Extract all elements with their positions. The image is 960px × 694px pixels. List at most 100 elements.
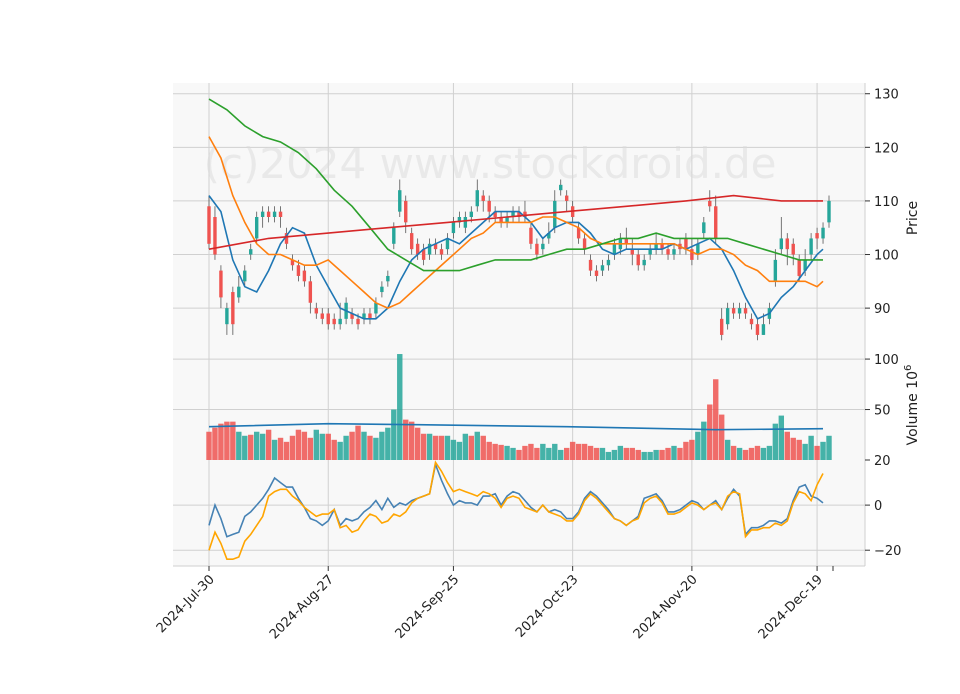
candle-body (326, 313, 330, 325)
price-tick-label: 100 (874, 249, 899, 264)
candle (791, 238, 795, 266)
candle-body (463, 217, 468, 228)
volume-bar (206, 431, 212, 460)
volume-bar (623, 447, 630, 460)
candle-body (272, 211, 277, 217)
moving-averages (208, 98, 824, 320)
candle-body (505, 217, 509, 223)
candle-body (499, 217, 503, 223)
candle (278, 206, 283, 228)
candle-body (225, 308, 229, 325)
candle (714, 195, 718, 244)
candle (648, 243, 652, 260)
volume-bar (808, 435, 814, 460)
candle-body (415, 243, 420, 255)
candle-body (254, 217, 259, 239)
candle-body (296, 265, 301, 276)
volume-bar (820, 441, 826, 460)
candle (582, 233, 587, 255)
moving-average-line (208, 194, 823, 250)
candle (773, 249, 778, 287)
volume-bar (367, 435, 373, 460)
candle-body (725, 308, 730, 325)
candle (302, 265, 307, 287)
volume-bar (486, 441, 492, 460)
candle (457, 211, 462, 228)
candle-body (648, 249, 652, 255)
osc-tick-label: −20 (874, 544, 901, 559)
price-tick-label: 90 (874, 302, 891, 317)
candle-body (773, 259, 778, 282)
candle-body (564, 195, 569, 201)
volume-bar (462, 433, 469, 460)
candle (737, 302, 742, 319)
candle-body (559, 184, 563, 191)
volume-bar (629, 447, 635, 460)
volume-bar (540, 443, 546, 460)
volume-bar (414, 427, 421, 460)
volume-bar (230, 421, 236, 460)
candle-body (576, 227, 581, 239)
volume-bar (271, 439, 278, 460)
candle (815, 227, 819, 250)
volume-bar (689, 439, 695, 460)
candle-body (409, 233, 414, 250)
volume-bar (236, 431, 242, 460)
candle (421, 243, 426, 266)
candle-body (392, 227, 396, 244)
candle-body (523, 211, 527, 217)
candle-body (642, 259, 646, 266)
watermark: (c)2024 www.stockdroid.de (204, 139, 777, 188)
volume-bar (593, 447, 600, 460)
candle-body (821, 227, 825, 239)
candle (535, 238, 539, 260)
candle-body (827, 200, 831, 223)
volume-bar (760, 447, 767, 460)
volume-bar (450, 439, 457, 460)
candle (290, 254, 295, 271)
candle (797, 254, 801, 282)
volume-bar (289, 435, 296, 460)
volume-bar (331, 439, 337, 460)
candle (284, 227, 289, 250)
candle-body (624, 238, 629, 244)
candle (511, 206, 515, 223)
candle (755, 318, 760, 341)
candle-body (266, 211, 271, 217)
volume-bar (647, 451, 653, 460)
candle (725, 302, 730, 330)
candle (606, 254, 611, 271)
candle-body (719, 318, 724, 335)
candle-body (714, 206, 718, 239)
candle (630, 238, 634, 266)
x-tick-label: 2024-Aug-27 (267, 572, 337, 642)
candle (636, 249, 640, 271)
grid (173, 83, 865, 566)
candle-body (457, 217, 462, 223)
volume-bar (218, 423, 224, 460)
candle-body (427, 243, 432, 255)
volume-bar (796, 439, 802, 460)
volume-bar (659, 449, 665, 460)
volume-bar (337, 441, 343, 460)
candle-body (362, 313, 366, 319)
volume-bar (373, 437, 379, 460)
candle (368, 308, 372, 325)
volume-bar (558, 449, 564, 460)
volume-bar (528, 443, 534, 460)
candle (249, 243, 253, 260)
candle (761, 313, 766, 335)
candle (672, 243, 676, 260)
candle (225, 302, 229, 335)
candle (314, 302, 319, 319)
oscillator-lines (208, 460, 824, 560)
candle-body (213, 217, 217, 255)
candle (642, 254, 646, 271)
volume-tick-label: 50 (874, 404, 891, 419)
candle (445, 233, 450, 255)
candle-body (433, 243, 438, 250)
volume-bar (349, 431, 355, 460)
candle (821, 222, 825, 244)
volume-bar (790, 437, 796, 460)
volume-bar (611, 449, 618, 460)
